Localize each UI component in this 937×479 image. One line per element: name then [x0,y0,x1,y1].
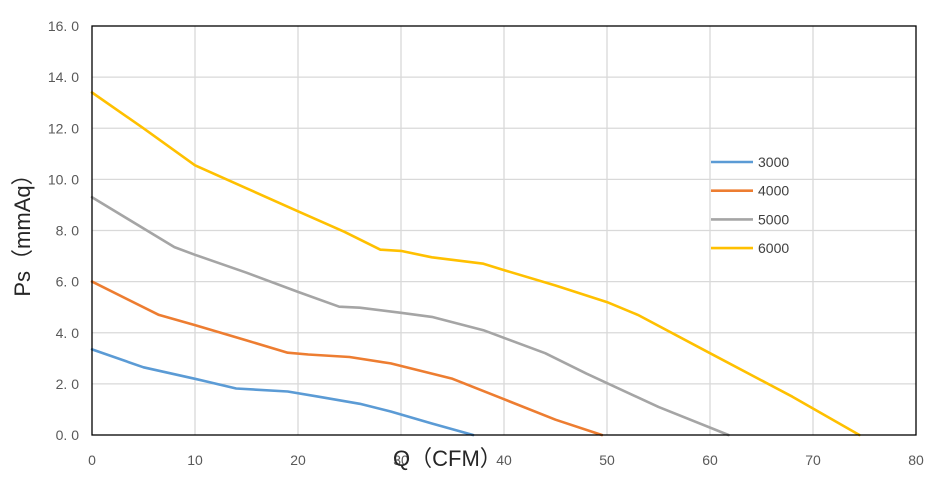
legend-label-5000: 5000 [758,211,789,227]
series-line-4000 [90,280,604,437]
x-tick-label: 40 [496,452,512,468]
x-tick-label: 0 [88,452,96,468]
plot-area-border [91,25,917,436]
y-tick-label: 4. 0 [56,325,80,341]
y-tick-label: 8. 0 [56,223,80,239]
series-lines [90,91,861,437]
x-tick-label: 70 [805,452,821,468]
series-line-3000 [90,348,475,437]
y-tick-label: 12. 0 [48,120,79,136]
x-tick-label: 80 [908,452,924,468]
grid [92,26,916,435]
x-axis-label: Q（CFM） [393,446,502,471]
y-tick-label: 10. 0 [48,171,79,187]
y-tick-label: 0. 0 [56,427,80,443]
x-tick-label: 30 [393,452,409,468]
series-line-6000 [90,91,861,437]
y-axis-label: Ps（mmAq） [10,163,35,296]
series-line-5000 [90,196,730,437]
x-tick-label: 20 [290,452,306,468]
x-axis-ticks: 0 10 20 30 40 50 60 70 80 [88,452,924,468]
y-tick-label: 14. 0 [48,69,79,85]
y-tick-label: 2. 0 [56,376,80,392]
y-tick-label: 6. 0 [56,274,80,290]
x-tick-label: 10 [187,452,203,468]
y-tick-label: 16. 0 [48,18,79,34]
x-tick-label: 50 [599,452,615,468]
legend-label-3000: 3000 [758,154,789,170]
y-axis-ticks: 0. 0 2. 0 4. 0 6. 0 8. 0 10. 0 12. 0 14. 0 16. 0 [48,18,79,443]
legend-label-6000: 6000 [758,240,789,256]
legend-label-4000: 4000 [758,183,789,199]
legend: 3000 4000 5000 6000 [711,154,789,256]
x-tick-label: 60 [702,452,718,468]
